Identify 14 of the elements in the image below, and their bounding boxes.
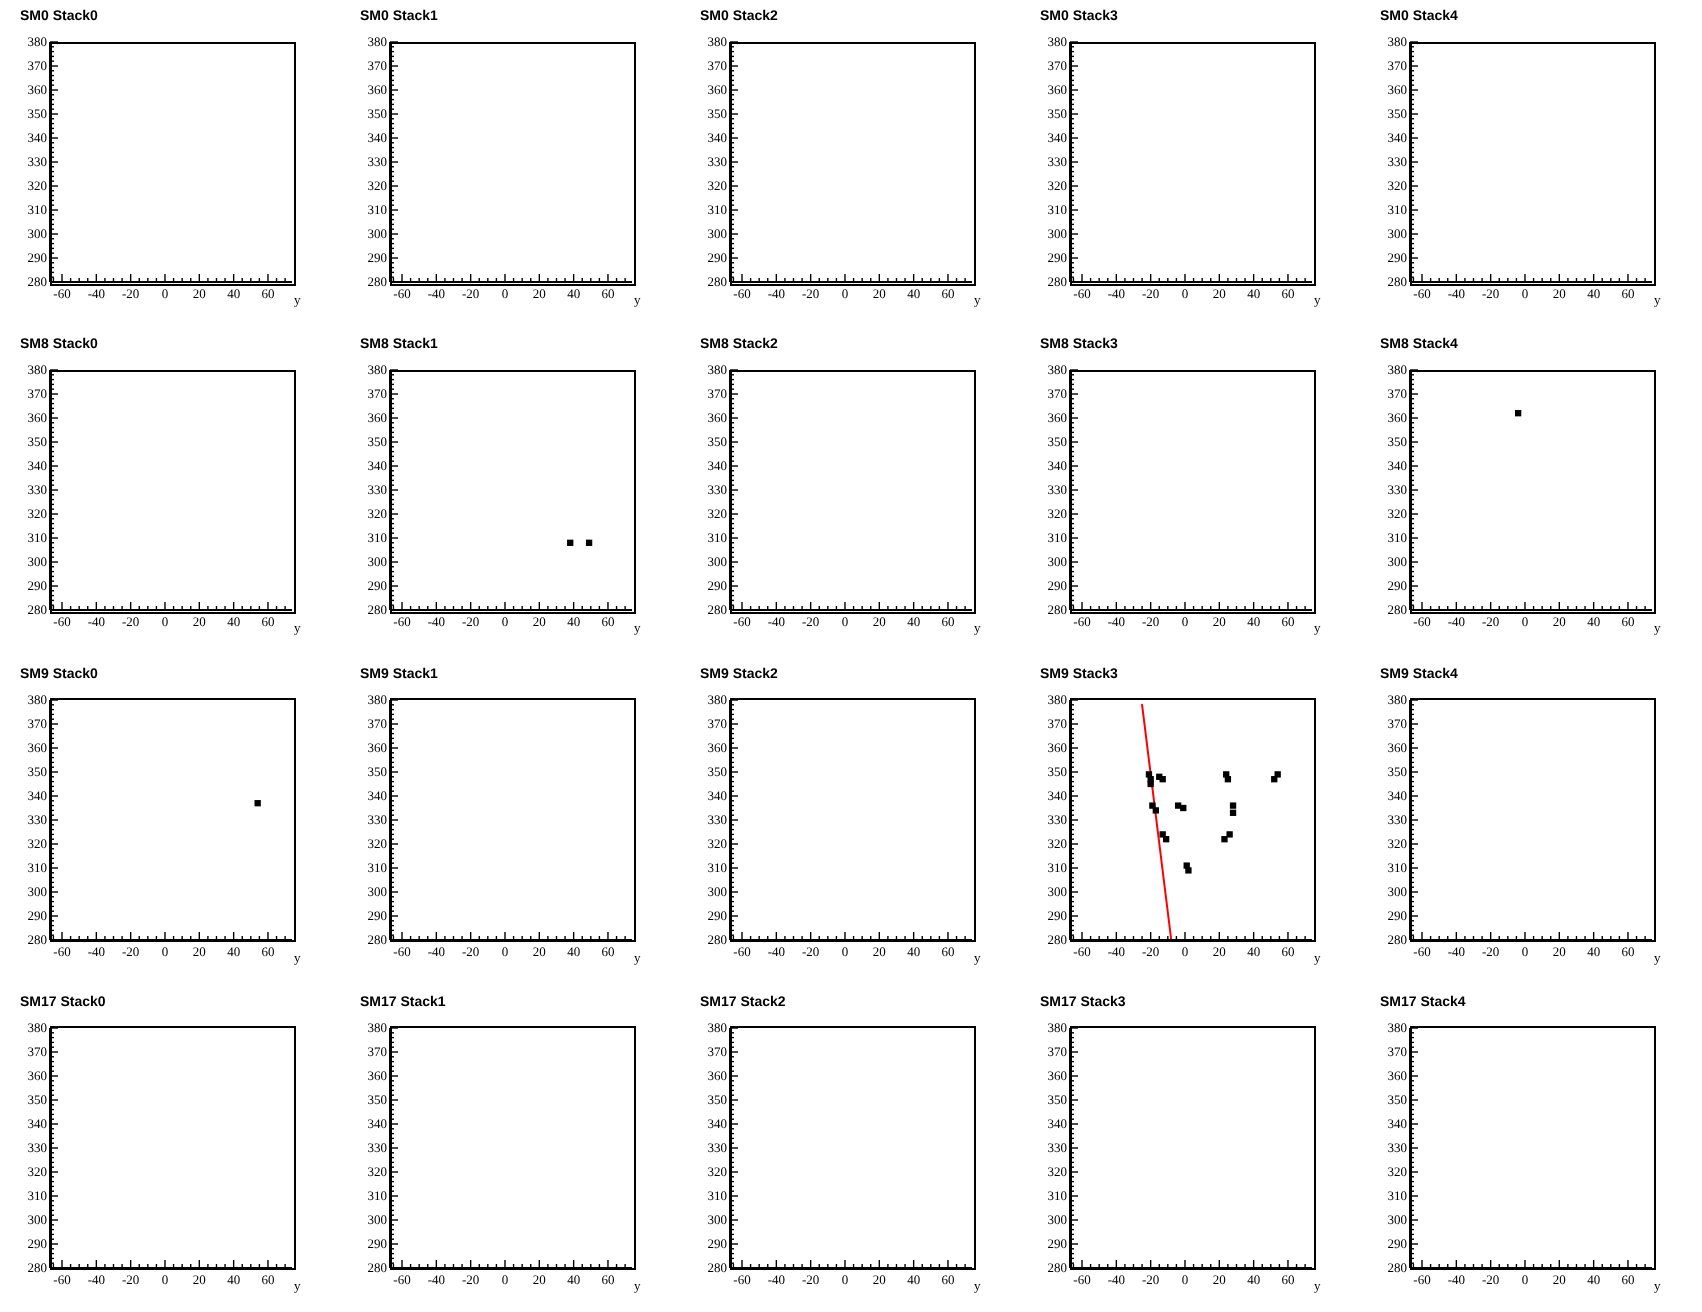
point [1149,801,1156,808]
point [1229,801,1237,808]
point [1174,801,1182,808]
point [1152,806,1159,813]
point [1224,775,1232,782]
point [1226,830,1233,837]
point [1185,866,1192,873]
point [1221,835,1228,842]
point [1147,780,1154,787]
point [1162,835,1170,842]
point [1274,770,1281,777]
point [1159,830,1166,837]
point [1180,804,1187,811]
point [1229,808,1237,816]
